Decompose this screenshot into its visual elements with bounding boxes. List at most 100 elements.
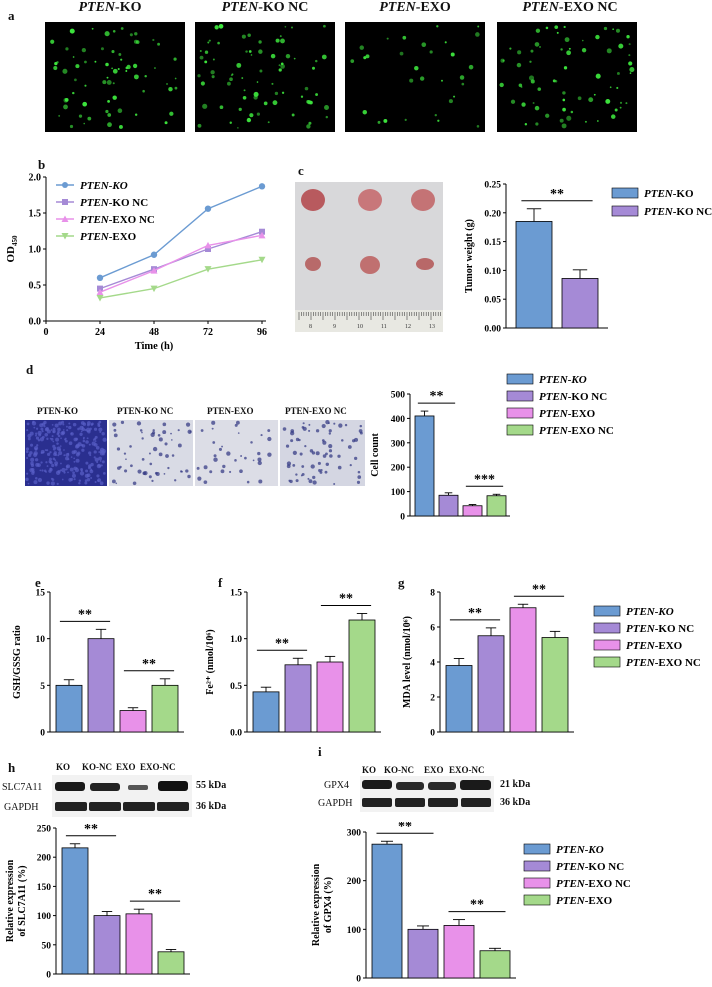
legend-entry: PTEN-KO <box>80 180 128 192</box>
ruler-tick-label: 11 <box>381 324 387 330</box>
data-point <box>258 231 266 239</box>
legend-swatch <box>506 424 534 436</box>
y-axis-label-2: of SLC7A11 (%) <box>17 865 28 936</box>
series-line <box>99 185 263 279</box>
legend-entry: PTEN-EXO NC <box>556 878 631 890</box>
y-tick-label: 0 <box>430 729 435 739</box>
y-tick-label: 150 <box>37 883 52 893</box>
legend-swatch <box>611 205 639 217</box>
bar <box>509 607 537 733</box>
legend-swatch <box>523 860 551 872</box>
micro-label-1: PTEN-KO <box>37 406 79 416</box>
y-axis-label: Tumor weight (g) <box>464 219 475 293</box>
data-point <box>204 241 212 249</box>
data-point <box>97 285 103 292</box>
data-point <box>205 246 211 252</box>
data-point <box>150 267 158 274</box>
panel-b-letter: b <box>38 157 46 172</box>
bar <box>371 843 403 979</box>
data-point <box>96 288 104 296</box>
panel-a-letter: a <box>8 8 15 23</box>
y-tick-label: 4 <box>430 659 435 669</box>
ruler-tick-label: 13 <box>429 324 435 330</box>
y-tick-label: 500 <box>391 391 406 401</box>
legend-d: PTEN-KO PTEN-KO NC PTEN-EXO PTEN-EXO NC <box>506 373 614 437</box>
ruler-tick-label: 12 <box>405 324 411 330</box>
bar <box>486 495 507 517</box>
data-point <box>96 274 104 281</box>
bar <box>151 684 179 733</box>
data-point <box>259 228 265 235</box>
chart-i: 0 100 200 300 ** ** Relative expression of GPX4… <box>311 822 516 985</box>
legend-entry: PTEN-KO NC <box>626 623 694 635</box>
y-axis-label: Fe²⁺ (nmol/10⁶) <box>205 629 216 694</box>
y-tick-label: 1.5 <box>29 209 42 220</box>
significance-label: ** <box>430 389 444 404</box>
bar <box>87 638 115 733</box>
bar <box>93 915 121 975</box>
bar <box>443 925 475 979</box>
bar <box>119 710 147 733</box>
legend-swatch <box>593 622 621 634</box>
data-point <box>258 256 266 264</box>
legend-entry: PTEN-KO <box>644 188 694 200</box>
significance-label: ** <box>78 607 92 622</box>
data-point <box>150 285 158 293</box>
y-tick-label: 0 <box>400 513 405 523</box>
x-tick-label: 0 <box>44 327 49 338</box>
bar <box>479 950 511 979</box>
ruler-tick-label: 8 <box>309 324 312 330</box>
chart-g: 0 2 4 6 8 ** ** MDA level (nmol/10⁶) <box>402 582 574 739</box>
y-tick-label: 0.5 <box>230 682 242 692</box>
y-axis-label: MDA level (nmol/10⁶) <box>402 616 413 708</box>
legend-swatch <box>506 373 534 385</box>
y-axis-label: GSH/GSSG ratio <box>12 625 23 699</box>
y-tick-label: 0.25 <box>484 181 501 191</box>
bar <box>284 664 312 733</box>
y-tick-label: 0.15 <box>484 238 501 248</box>
ruler-tick-label: 9 <box>333 324 336 330</box>
panel-a-label-1: PTEN-KO <box>78 0 142 15</box>
bar <box>438 494 459 517</box>
y-tick-label: 2.0 <box>29 173 42 184</box>
tumor-photo: 8 9 10 11 12 13 <box>295 182 443 332</box>
fluor-image-1 <box>45 22 185 132</box>
legend-entry: PTEN-KO <box>556 844 604 856</box>
bar <box>462 505 483 517</box>
legend-entry: PTEN-EXO <box>539 408 596 420</box>
chart-c: 0.00 0.05 0.10 0.15 0.20 0.25 ** Tumor weight (… <box>464 181 608 335</box>
y-tick-label: 15 <box>36 589 46 599</box>
micro-label-2: PTEN-KO NC <box>117 406 174 416</box>
blot-i <box>360 776 494 812</box>
legend-swatch <box>523 894 551 906</box>
y-axis-label: OD450 <box>5 235 19 263</box>
panel-a-label-2: PTEN-KO NC <box>221 0 309 15</box>
significance-label: ** <box>339 591 353 606</box>
significance-label: *** <box>474 472 495 487</box>
significance-label: ** <box>470 898 484 913</box>
y-tick-label: 10 <box>36 635 46 645</box>
panel-i-letter: i <box>318 744 322 759</box>
transwell-images <box>25 420 365 486</box>
significance-label: ** <box>532 582 546 597</box>
y-tick-label: 0.05 <box>484 296 501 306</box>
y-tick-label: 300 <box>347 829 362 839</box>
significance-label: ** <box>275 636 289 651</box>
y-tick-label: 100 <box>347 926 362 936</box>
y-tick-label: 50 <box>42 941 52 951</box>
bar <box>561 278 599 329</box>
bar <box>414 415 435 517</box>
bar <box>316 661 344 733</box>
legend-entry: PTEN-KO NC <box>556 861 624 873</box>
data-point <box>258 183 266 190</box>
blot-i-control-label: GAPDH <box>318 798 353 809</box>
bar <box>55 684 83 733</box>
legend-swatch <box>506 407 534 419</box>
y-tick-label: 0 <box>356 975 361 985</box>
panel-e-letter: e <box>35 575 41 590</box>
panel-c-letter: c <box>298 163 304 178</box>
legend-entry: PTEN-KO <box>539 374 587 386</box>
legend-swatch <box>523 843 551 855</box>
legend-swatch <box>611 187 639 199</box>
